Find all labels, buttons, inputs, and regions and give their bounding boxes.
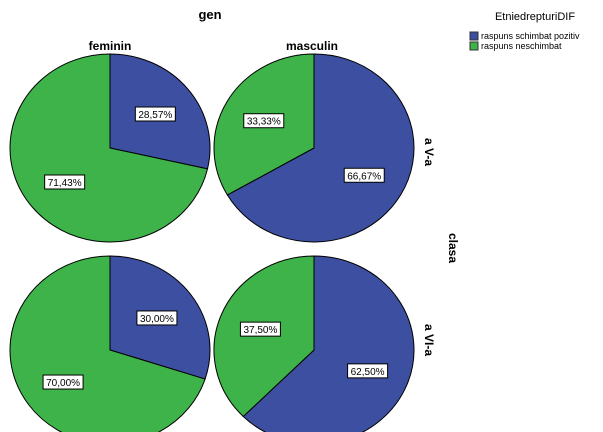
pie-data-label-text: 71,43% [48,178,82,189]
pie-data-label-text: 28,57% [138,110,172,121]
pie-slice-pozitiv [226,53,415,243]
pie-data-label: 71,43% [44,174,86,190]
legend: EtniedrepturiDIF raspuns schimbat poziti… [469,11,580,51]
pie-data-label-box [42,374,84,390]
pie-data-label: 62,50% [347,363,389,379]
pie-data-label-box [347,363,389,379]
pie-slice-neschimbat [9,53,209,243]
pie-data-label-text: 66,67% [347,171,381,182]
pie-slice-pozitiv [242,255,415,432]
pie-data-label: 28,57% [134,106,176,122]
legend-swatch-neschimbat [469,41,479,51]
pie-data-label-box [44,174,86,190]
pie-data-label-box [134,106,176,122]
pie-data-label-text: 37,50% [243,325,277,336]
row-header-a-v-a: a V-a [422,138,436,166]
legend-swatch-pozitiv [469,31,479,41]
pie-data-label: 33,33% [243,113,285,129]
pie-data-label-box [239,321,281,337]
pie-data-label: 37,50% [239,321,281,337]
row-variable-label: clasa [446,233,460,263]
pie-data-label-box [243,113,285,129]
legend-label-pozitiv: raspuns schimbat pozitiv [481,31,580,41]
chart-title: gen [198,7,221,22]
pie-data-label-text: 33,33% [247,117,281,128]
column-header-masculin: masculin [286,39,338,53]
legend-label-neschimbat: raspuns neschimbat [481,41,562,51]
pie-data-label-text: 30,00% [140,314,174,325]
legend-title: EtniedrepturiDIF [495,11,575,23]
pie-data-label: 66,67% [343,167,385,183]
pie-data-label-box [136,310,178,326]
pie-data-label-text: 62,50% [351,367,385,378]
pie-data-label-text: 70,00% [46,378,80,389]
row-header-a-vi-a: a VI-a [422,324,436,356]
pie-panels: 28,57% 71,43% 66,67% 33,33% 30,00% 70,00% 62,5… [9,53,415,432]
pie-data-label-box [343,167,385,183]
column-header-feminin: feminin [89,39,132,53]
pie-data-label: 70,00% [42,374,84,390]
pie-data-label: 30,00% [136,310,178,326]
